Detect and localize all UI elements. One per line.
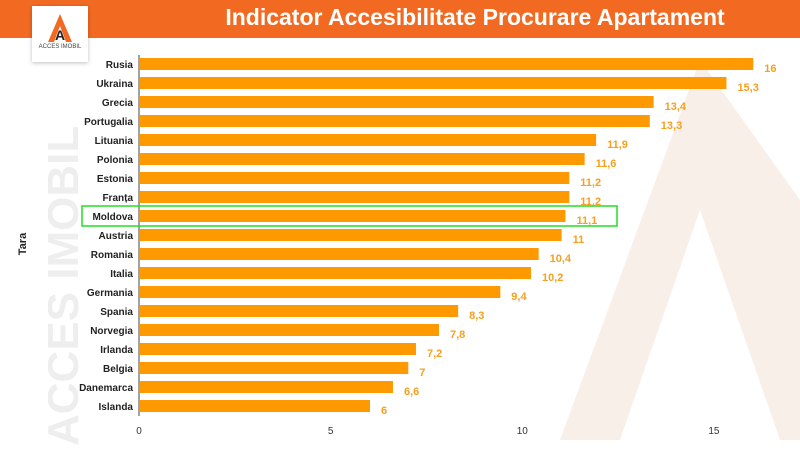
svg-text:A: A (55, 27, 65, 43)
value-label: 10,4 (550, 253, 572, 265)
value-label: 11,2 (580, 177, 601, 189)
value-label: 13,3 (661, 120, 682, 132)
category-label: Romania (91, 250, 134, 261)
value-label: 11,6 (596, 158, 617, 170)
category-label: Danemarca (79, 383, 133, 394)
bar (140, 77, 727, 89)
value-label: 11,9 (607, 139, 628, 151)
value-label: 8,3 (469, 310, 484, 322)
value-label: 6,6 (404, 386, 419, 398)
category-label: Norvegia (90, 326, 133, 337)
bar (140, 248, 539, 260)
category-label: Austria (99, 231, 134, 242)
value-label: 16 (764, 63, 776, 75)
value-label: 7 (419, 367, 425, 379)
category-label: Grecia (102, 98, 134, 109)
bar (140, 324, 439, 336)
bar (140, 400, 370, 412)
category-label: Spania (100, 307, 133, 318)
category-label: Estonia (97, 174, 134, 185)
bar (140, 153, 585, 165)
value-label: 10,2 (542, 272, 563, 284)
bar (140, 362, 409, 374)
bar (140, 229, 562, 241)
value-label: 11 (573, 234, 585, 246)
highlight-box (81, 205, 618, 227)
bar (140, 172, 570, 184)
category-label: Irlanda (100, 345, 133, 356)
category-label: Moldova (92, 212, 133, 223)
value-label: 11,2 (580, 196, 601, 208)
value-label: 11,1 (576, 215, 597, 227)
bar (140, 191, 570, 203)
category-label: Germania (87, 288, 134, 299)
header-bar: Indicator Accesibilitate Procurare Apart… (0, 0, 800, 38)
bar (140, 58, 754, 70)
chart-title: Indicator Accesibilitate Procurare Apart… (225, 4, 725, 30)
logo-text: ACCES IMOBIL (38, 44, 82, 50)
svg-text:ACCES IMOBIL: ACCES IMOBIL (48, 126, 88, 446)
category-label: Italia (110, 269, 133, 280)
value-label: 13,4 (665, 101, 687, 113)
watermark-a-icon (560, 60, 800, 440)
category-label: Ukraina (96, 79, 133, 90)
bar (140, 381, 393, 393)
bar (140, 305, 459, 317)
bar (140, 210, 566, 222)
watermark: ACCES IMOBIL (48, 126, 88, 446)
category-label: Rusia (106, 60, 134, 71)
bar (140, 115, 650, 127)
x-tick-label: 10 (517, 426, 529, 437)
bar (140, 96, 654, 108)
value-label: 9,4 (511, 291, 527, 303)
logo-a-icon: A (48, 14, 72, 43)
x-tick-label: 5 (328, 426, 334, 437)
value-label: 6 (381, 405, 387, 417)
category-label: Islanda (99, 402, 134, 413)
value-label: 7,2 (427, 348, 442, 360)
value-label: 7,8 (450, 329, 465, 341)
category-label: Portugalia (84, 117, 133, 128)
category-label: Belgia (103, 364, 133, 375)
x-tick-label: 15 (708, 426, 720, 437)
bar (140, 134, 597, 146)
category-label: Lituania (95, 136, 134, 147)
logo: A ACCES IMOBIL (32, 6, 88, 62)
category-label: Polonia (97, 155, 134, 166)
bar (140, 286, 501, 298)
value-label: 15,3 (737, 82, 758, 94)
category-label: Franța (102, 193, 133, 204)
x-tick-label: 0 (136, 426, 142, 437)
bar (140, 267, 531, 279)
bar (140, 343, 416, 355)
